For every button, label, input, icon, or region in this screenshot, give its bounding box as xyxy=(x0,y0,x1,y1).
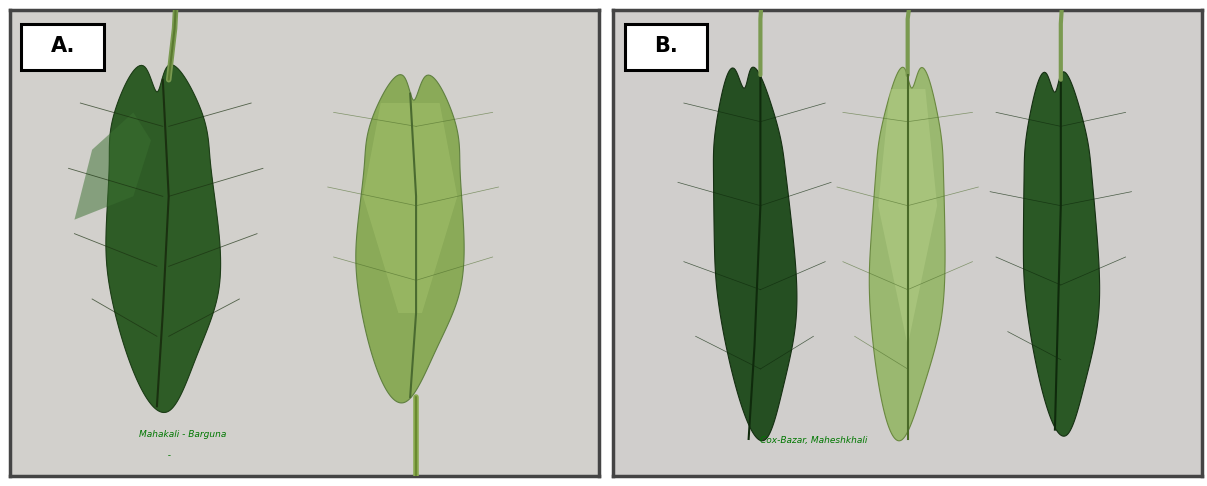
Polygon shape xyxy=(713,67,797,441)
Bar xyxy=(22,24,104,70)
Text: A.: A. xyxy=(51,35,75,55)
Polygon shape xyxy=(75,112,151,220)
Polygon shape xyxy=(106,65,221,413)
Bar xyxy=(625,24,707,70)
Polygon shape xyxy=(869,67,945,441)
Text: -: - xyxy=(139,451,192,460)
Text: B.: B. xyxy=(654,35,678,55)
Polygon shape xyxy=(363,103,457,313)
Text: Cox-Bazar, Maheshkhali: Cox-Bazar, Maheshkhali xyxy=(760,435,868,445)
Polygon shape xyxy=(356,75,465,403)
Polygon shape xyxy=(879,89,937,346)
Text: Mahakali - Barguna: Mahakali - Barguna xyxy=(139,430,227,439)
Polygon shape xyxy=(106,65,221,413)
Polygon shape xyxy=(1024,72,1100,436)
